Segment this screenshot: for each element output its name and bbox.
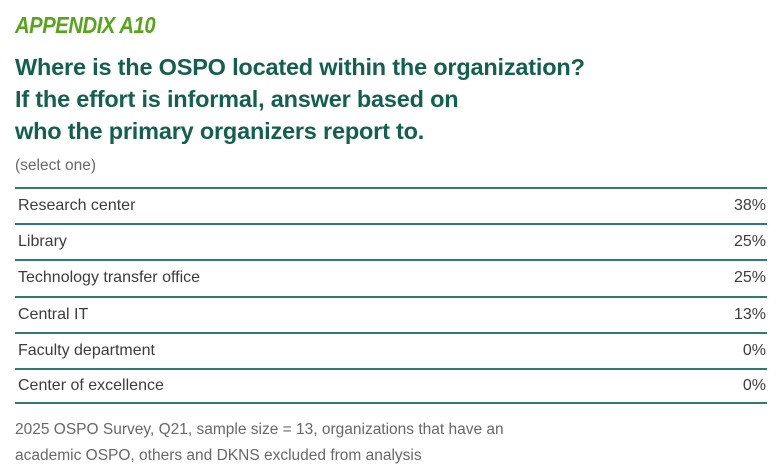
table-row: Central IT 13%	[15, 295, 767, 332]
row-value: 38%	[733, 197, 766, 215]
row-value: 0%	[742, 341, 766, 359]
table-row: Center of excellence 0%	[15, 367, 767, 405]
row-label: Center of excellence	[18, 377, 164, 395]
question-title: Where is the OSPO located within the org…	[15, 51, 767, 147]
appendix-label: APPENDIX A10	[15, 12, 156, 38]
source-footnote-line-2: academic OSPO, others and DKNS excluded …	[15, 447, 422, 465]
table-row: Faculty department 0%	[15, 331, 767, 368]
row-label: Central IT	[18, 305, 89, 323]
row-value: 25%	[733, 269, 766, 287]
row-value: 13%	[733, 305, 766, 323]
question-subtitle: (select one)	[15, 157, 96, 174]
row-label: Library	[18, 233, 67, 251]
source-footnote-line-1: 2025 OSPO Survey, Q21, sample size = 13,…	[15, 421, 504, 439]
row-value: 25%	[733, 233, 766, 251]
table-row: Technology transfer office 25%	[15, 259, 767, 295]
table-row: Research center 38%	[15, 187, 767, 223]
table-row: Library 25%	[15, 223, 767, 259]
row-label: Technology transfer office	[18, 269, 201, 287]
question-title-line-1: Where is the OSPO located within the org…	[15, 54, 585, 80]
question-title-line-2: If the effort is informal, answer based …	[15, 86, 459, 112]
question-title-line-3: who the primary organizers report to.	[15, 118, 425, 144]
row-label: Faculty department	[18, 341, 155, 359]
row-label: Research center	[18, 197, 136, 215]
source-footnote: 2025 OSPO Survey, Q21, sample size = 13,…	[15, 417, 767, 469]
row-value: 0%	[742, 377, 766, 395]
results-table: Research center 38% Library 25% Technolo…	[15, 187, 767, 405]
